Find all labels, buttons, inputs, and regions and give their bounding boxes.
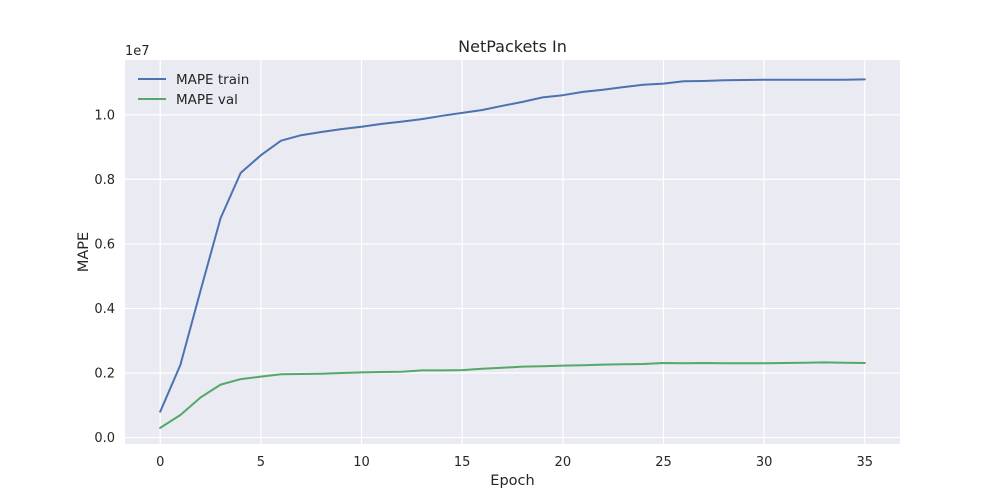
y-tick-label: 0.0 xyxy=(94,431,115,446)
grid-lines xyxy=(125,60,900,444)
x-tick-label: 30 xyxy=(756,455,773,470)
plot-area xyxy=(125,60,900,444)
y-tick-label: 0.6 xyxy=(94,237,115,252)
legend: MAPE train MAPE val xyxy=(138,72,249,108)
x-tick-label: 25 xyxy=(655,455,672,470)
legend-label: MAPE val xyxy=(176,92,238,108)
series-line-mape-val xyxy=(159,361,866,429)
x-tick-label: 0 xyxy=(156,455,164,470)
y-axis-ticks: 0.0 0.2 0.4 0.6 0.8 1.0 xyxy=(94,108,115,446)
series-line-mape-train xyxy=(159,78,866,413)
y-tick-label: 0.2 xyxy=(94,367,115,382)
x-tick-label: 20 xyxy=(555,455,572,470)
x-tick-label: 15 xyxy=(454,455,471,470)
legend-label: MAPE train xyxy=(176,72,249,88)
y-axis-offset-label: 1e7 xyxy=(125,44,150,59)
chart-title: NetPackets In xyxy=(458,37,567,56)
x-tick-label: 10 xyxy=(353,455,370,470)
x-axis-title: Epoch xyxy=(490,473,534,489)
x-tick-label: 35 xyxy=(856,455,873,470)
y-tick-label: 1.0 xyxy=(94,108,115,123)
x-axis-ticks: 0 5 10 15 20 25 30 35 xyxy=(156,455,873,470)
series-lines xyxy=(159,78,866,429)
y-tick-label: 0.8 xyxy=(94,173,115,188)
y-tick-label: 0.4 xyxy=(94,302,115,317)
y-axis-title: MAPE xyxy=(76,232,92,272)
x-tick-label: 5 xyxy=(257,455,265,470)
